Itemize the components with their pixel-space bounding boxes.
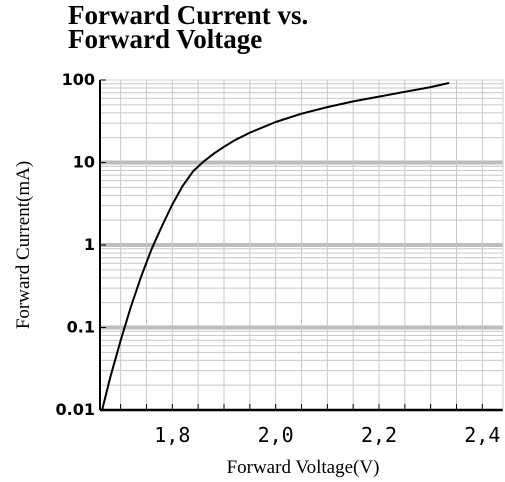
y-tick-label: 10 <box>73 153 95 172</box>
y-tick-label: 1 <box>84 235 95 254</box>
data-point <box>352 100 354 103</box>
data-point <box>192 170 194 173</box>
chart-title: Forward Current vs. <box>68 0 308 30</box>
data-point <box>300 113 303 115</box>
data-point <box>430 86 432 88</box>
data-point <box>109 376 111 378</box>
y-axis-label: Forward Current(mA) <box>13 161 34 329</box>
y-tick-label: 0.01 <box>56 400 95 419</box>
data-point <box>120 339 122 341</box>
x-tick-label: 2,2 <box>361 423 397 447</box>
data-point <box>151 248 153 250</box>
y-axis-ticks: 0.01 0.1 1 10 100 <box>56 70 106 419</box>
chart-subtitle: Forward Voltage <box>68 24 262 54</box>
grid-lines <box>100 80 503 412</box>
data-point <box>161 225 163 227</box>
data-point <box>233 139 235 142</box>
data-point <box>326 106 328 108</box>
x-tick-label: 1,8 <box>154 423 190 447</box>
data-point <box>223 146 225 148</box>
x-axis-label: Forward Voltage(V) <box>227 457 380 478</box>
data-point <box>275 121 277 123</box>
y-tick-label: 0.1 <box>67 318 95 337</box>
data-point <box>249 132 251 134</box>
data-point <box>202 161 204 163</box>
data-point <box>213 153 215 155</box>
data-point <box>140 275 142 277</box>
x-tick-label: 2,4 <box>464 423 500 447</box>
data-point <box>130 305 132 308</box>
data-point <box>171 203 173 206</box>
data-point <box>404 91 406 93</box>
x-tick-label: 2,0 <box>258 423 294 447</box>
data-point <box>378 95 380 98</box>
data-point <box>101 409 103 411</box>
data-point <box>182 185 184 187</box>
x-axis-ticks: 1,8 2,0 2,2 2,4 <box>120 404 500 447</box>
y-tick-label: 100 <box>62 70 95 89</box>
series-layer <box>101 82 450 411</box>
data-point <box>448 82 450 84</box>
